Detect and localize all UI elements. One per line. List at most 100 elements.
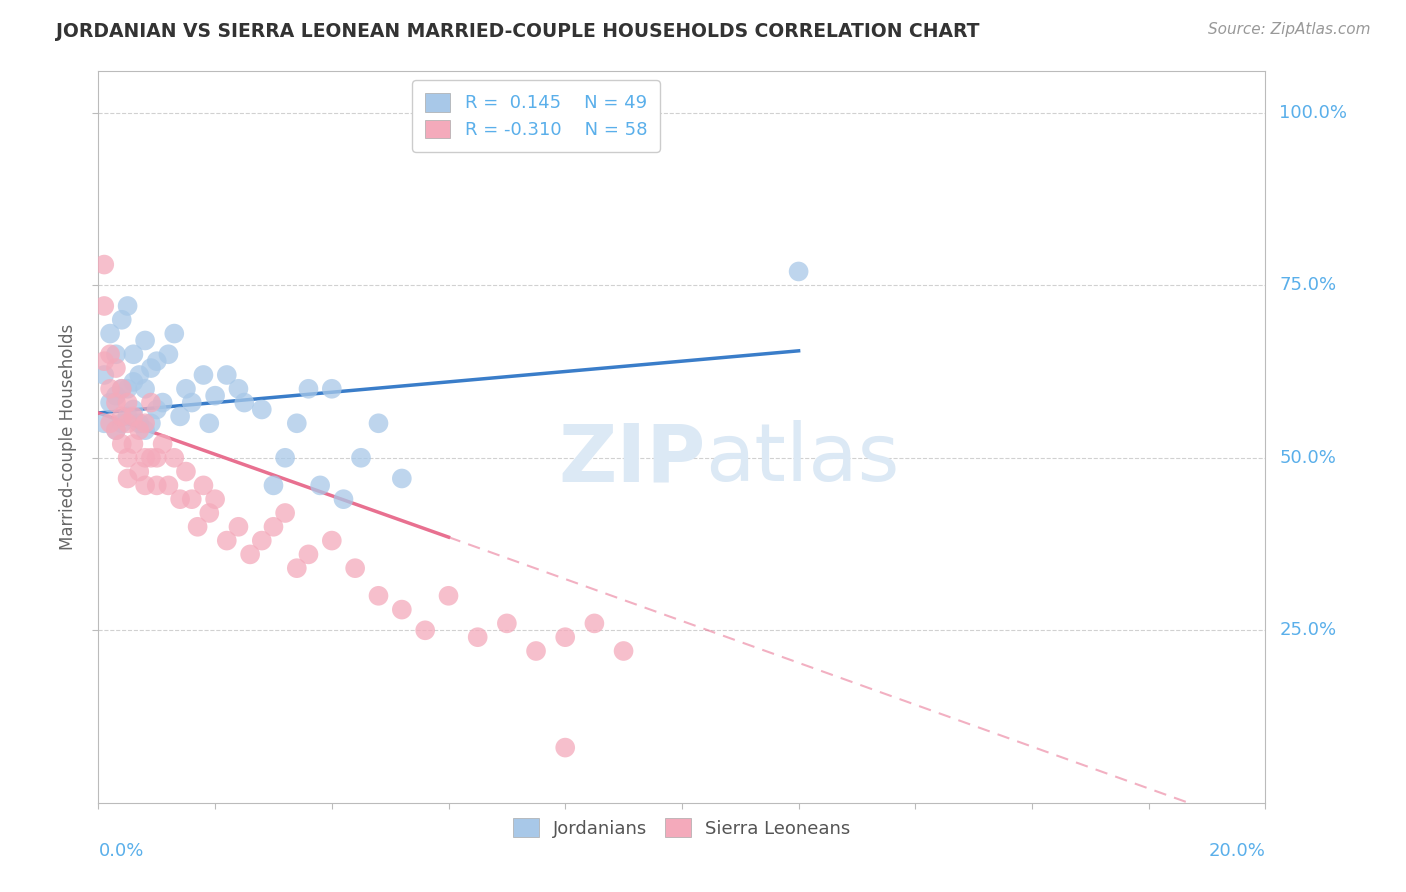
- Point: [93, 354, 115, 368]
- Point: [134, 478, 156, 492]
- Point: [321, 533, 343, 548]
- Point: [157, 478, 180, 492]
- Point: [98, 326, 121, 341]
- Point: [104, 395, 127, 409]
- Point: [274, 506, 297, 520]
- Point: [122, 437, 145, 451]
- Point: [117, 450, 139, 465]
- Point: [554, 630, 576, 644]
- Point: [262, 478, 284, 492]
- Point: [163, 326, 186, 341]
- Point: [332, 492, 354, 507]
- Text: ZIP: ZIP: [558, 420, 706, 498]
- Point: [93, 368, 115, 382]
- Point: [111, 382, 134, 396]
- Point: [146, 354, 169, 368]
- Point: [250, 402, 273, 417]
- Point: [228, 520, 250, 534]
- Text: 50.0%: 50.0%: [1279, 449, 1336, 467]
- Point: [139, 417, 162, 431]
- Point: [496, 616, 519, 631]
- Point: [344, 561, 367, 575]
- Text: atlas: atlas: [706, 420, 900, 498]
- Point: [193, 368, 215, 382]
- Point: [134, 417, 156, 431]
- Point: [250, 533, 273, 548]
- Point: [122, 409, 145, 424]
- Point: [139, 361, 162, 376]
- Point: [152, 437, 174, 451]
- Point: [367, 589, 389, 603]
- Text: 0.0%: 0.0%: [98, 842, 143, 860]
- Point: [467, 630, 489, 644]
- Point: [128, 368, 150, 382]
- Point: [117, 409, 139, 424]
- Point: [524, 644, 547, 658]
- Point: [117, 417, 139, 431]
- Point: [391, 471, 413, 485]
- Text: Source: ZipAtlas.com: Source: ZipAtlas.com: [1208, 22, 1371, 37]
- Point: [146, 450, 169, 465]
- Point: [285, 417, 308, 431]
- Y-axis label: Married-couple Households: Married-couple Households: [59, 324, 77, 550]
- Point: [128, 423, 150, 437]
- Point: [117, 395, 139, 409]
- Point: [180, 492, 202, 507]
- Point: [391, 602, 413, 616]
- Point: [413, 624, 436, 638]
- Point: [128, 417, 150, 431]
- Point: [139, 395, 162, 409]
- Point: [274, 450, 297, 465]
- Point: [104, 361, 127, 376]
- Point: [122, 347, 145, 361]
- Point: [309, 478, 332, 492]
- Point: [117, 471, 139, 485]
- Point: [163, 450, 186, 465]
- Point: [134, 423, 156, 437]
- Point: [228, 382, 250, 396]
- Point: [122, 402, 145, 417]
- Point: [554, 740, 576, 755]
- Text: 25.0%: 25.0%: [1279, 622, 1337, 640]
- Point: [350, 450, 373, 465]
- Point: [111, 437, 134, 451]
- Point: [139, 450, 162, 465]
- Point: [111, 312, 134, 326]
- Point: [204, 389, 226, 403]
- Point: [367, 417, 389, 431]
- Text: 75.0%: 75.0%: [1279, 277, 1337, 294]
- Point: [157, 347, 180, 361]
- Point: [98, 417, 121, 431]
- Legend: Jordanians, Sierra Leoneans: Jordanians, Sierra Leoneans: [506, 811, 858, 845]
- Point: [146, 478, 169, 492]
- Point: [111, 409, 134, 424]
- Point: [98, 395, 121, 409]
- Point: [98, 347, 121, 361]
- Point: [117, 299, 139, 313]
- Point: [239, 548, 262, 562]
- Point: [437, 589, 460, 603]
- Point: [169, 409, 191, 424]
- Point: [612, 644, 634, 658]
- Text: JORDANIAN VS SIERRA LEONEAN MARRIED-COUPLE HOUSEHOLDS CORRELATION CHART: JORDANIAN VS SIERRA LEONEAN MARRIED-COUP…: [56, 22, 980, 41]
- Point: [583, 616, 606, 631]
- Point: [117, 382, 139, 396]
- Point: [198, 506, 221, 520]
- Point: [321, 382, 343, 396]
- Point: [104, 423, 127, 437]
- Point: [285, 561, 308, 575]
- Point: [204, 492, 226, 507]
- Point: [104, 423, 127, 437]
- Point: [174, 465, 197, 479]
- Point: [174, 382, 197, 396]
- Point: [93, 299, 115, 313]
- Point: [198, 417, 221, 431]
- Point: [215, 533, 238, 548]
- Point: [111, 382, 134, 396]
- Text: 20.0%: 20.0%: [1209, 842, 1265, 860]
- Text: 100.0%: 100.0%: [1279, 103, 1347, 122]
- Point: [262, 520, 284, 534]
- Point: [134, 382, 156, 396]
- Point: [134, 450, 156, 465]
- Point: [787, 264, 810, 278]
